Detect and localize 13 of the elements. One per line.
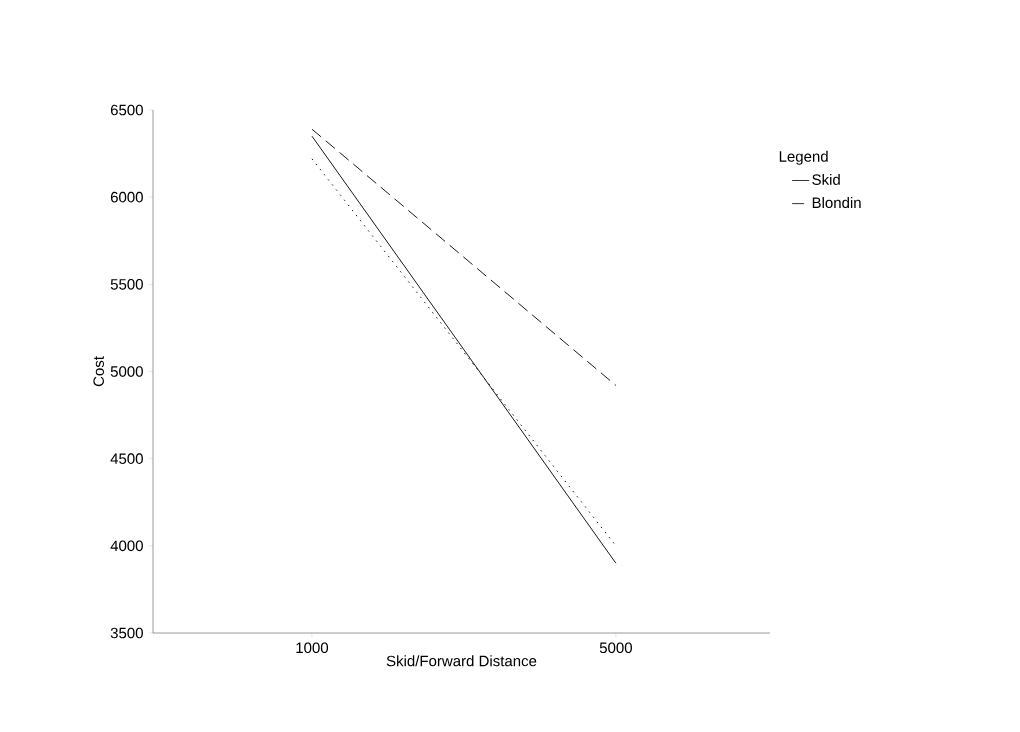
x-axis-title: Skid/Forward Distance — [386, 655, 537, 667]
y-tick-label: 4000 — [110, 540, 143, 552]
legend-label: Skid — [812, 173, 840, 185]
legend-title: Legend — [779, 150, 828, 165]
legend-label: Blondin — [812, 197, 861, 209]
y-tick-label: 5500 — [110, 279, 143, 290]
y-tick-label: 6000 — [110, 191, 143, 203]
y-tick-label: 5000 — [110, 366, 143, 377]
x-tick-label: 1000 — [296, 642, 329, 654]
y-tick-label: 3500 — [110, 627, 143, 639]
y-axis-title: Cost — [93, 356, 104, 387]
y-tick-label: 6500 — [110, 104, 143, 116]
y-tick-label: 4500 — [110, 453, 143, 464]
